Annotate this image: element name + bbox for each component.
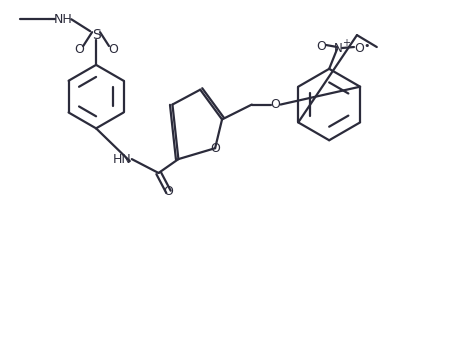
Text: O: O [210,142,220,155]
Text: •: • [363,41,369,51]
Text: N: N [333,42,342,54]
Text: O: O [108,43,117,55]
Text: HN: HN [112,153,131,165]
Text: O: O [316,40,325,53]
Text: O: O [163,185,173,198]
Text: O: O [74,43,84,55]
Text: O: O [270,98,280,111]
Text: S: S [91,28,100,42]
Text: NH: NH [54,13,72,26]
Text: O: O [353,42,363,54]
Text: +: + [341,38,349,48]
